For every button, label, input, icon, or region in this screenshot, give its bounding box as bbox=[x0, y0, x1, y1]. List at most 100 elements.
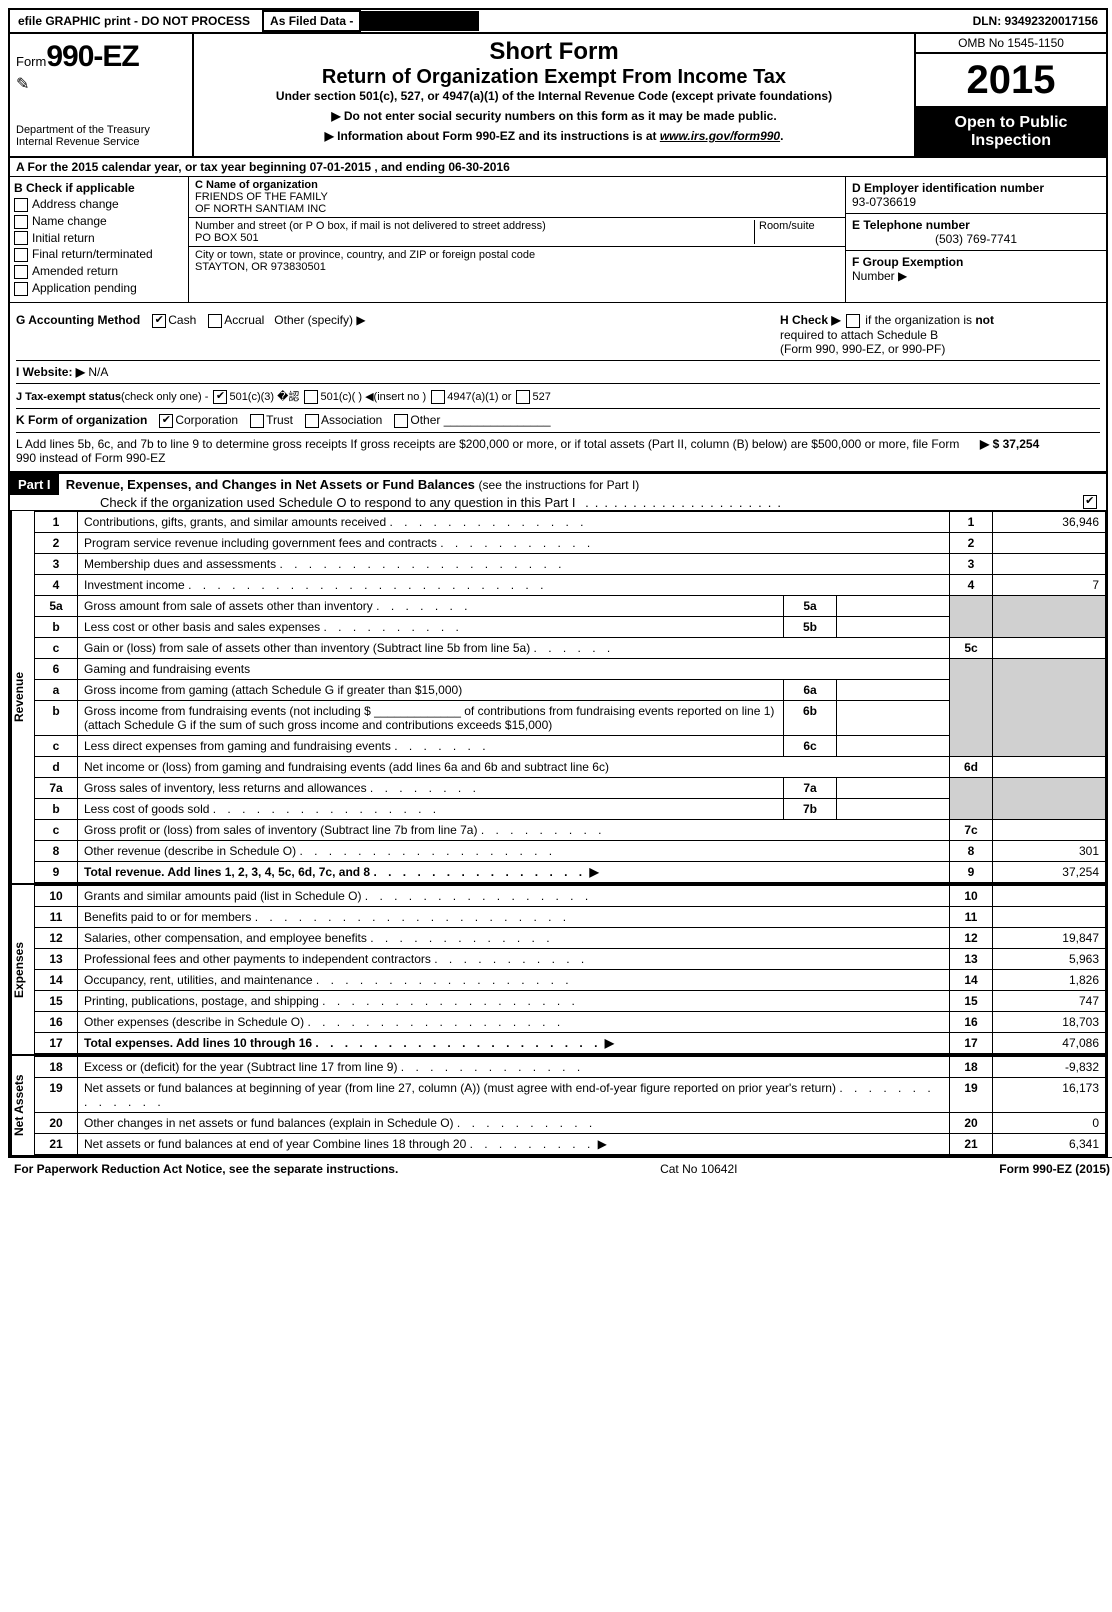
line-20-desc: Other changes in net assets or fund bala… bbox=[84, 1116, 454, 1130]
header-right: OMB No 1545-1150 2015 Open to Public Ins… bbox=[914, 34, 1106, 156]
footer-left: For Paperwork Reduction Act Notice, see … bbox=[14, 1162, 398, 1176]
chk-trust[interactable] bbox=[250, 414, 264, 428]
h-section: H Check ▶ if the organization is not req… bbox=[780, 313, 1100, 356]
room-suite: Room/suite bbox=[754, 220, 839, 244]
line-15-desc: Printing, publications, postage, and shi… bbox=[84, 994, 319, 1008]
g-accrual: Accrual bbox=[224, 313, 264, 327]
chk-final-return[interactable] bbox=[14, 248, 28, 262]
footer: For Paperwork Reduction Act Notice, see … bbox=[8, 1157, 1112, 1180]
line-15-amt: 747 bbox=[993, 990, 1106, 1011]
part-i-sub: (see the instructions for Part I) bbox=[479, 478, 640, 492]
line-8-num: 8 bbox=[35, 840, 78, 861]
line-5b-sub: 5b bbox=[784, 616, 837, 637]
line-7b-num: b bbox=[35, 798, 78, 819]
line-7b-sub: 7b bbox=[784, 798, 837, 819]
top-bar: efile GRAPHIC print - DO NOT PROCESS As … bbox=[10, 10, 1106, 34]
po-box: PO BOX 501 bbox=[195, 232, 259, 244]
opt-final-return: Final return/terminated bbox=[32, 247, 153, 261]
line-14-num: 14 bbox=[35, 969, 78, 990]
line-5a-sub: 5a bbox=[784, 595, 837, 616]
line-17-desc: Total expenses. Add lines 10 through 16 bbox=[84, 1036, 312, 1050]
chk-name-change[interactable] bbox=[14, 215, 28, 229]
line-15-rn: 15 bbox=[950, 990, 993, 1011]
line-1-amt: 36,946 bbox=[993, 511, 1106, 532]
irs-link[interactable]: www.irs.gov/form990 bbox=[660, 129, 780, 143]
line-6-desc: Gaming and fundraising events bbox=[78, 658, 950, 679]
f-label: F Group Exemption bbox=[852, 255, 963, 269]
line-6b-desc: Gross income from fundraising events (no… bbox=[84, 704, 774, 732]
chk-initial-return[interactable] bbox=[14, 231, 28, 245]
opt-name-change: Name change bbox=[32, 214, 107, 228]
j-4947: 4947(a)(1) or bbox=[447, 391, 511, 403]
chk-assoc[interactable] bbox=[305, 414, 319, 428]
website-val: N/A bbox=[88, 365, 108, 379]
open-public-2: Inspection bbox=[918, 132, 1104, 150]
line-21-arrow: ▶ bbox=[598, 1137, 607, 1151]
g-other: Other (specify) ▶ bbox=[274, 313, 365, 327]
l-value: ▶ $ 37,254 bbox=[980, 437, 1100, 465]
chk-address-change[interactable] bbox=[14, 198, 28, 212]
org-name-1: FRIENDS OF THE FAMILY bbox=[195, 191, 328, 203]
line-11-rn: 11 bbox=[950, 906, 993, 927]
h-label: H Check ▶ bbox=[780, 313, 841, 327]
chk-501c3[interactable]: ✔ bbox=[213, 390, 227, 404]
chk-app-pending[interactable] bbox=[14, 282, 28, 296]
line-2-amt bbox=[993, 532, 1106, 553]
h-text4: (Form 990, 990-EZ, or 990-PF) bbox=[780, 342, 945, 356]
line-19-desc: Net assets or fund balances at beginning… bbox=[84, 1081, 836, 1095]
line-9-rn: 9 bbox=[950, 861, 993, 882]
part-i-title: Revenue, Expenses, and Changes in Net As… bbox=[66, 477, 475, 492]
as-filed-label: As Filed Data - bbox=[262, 10, 361, 32]
line-7a-num: 7a bbox=[35, 777, 78, 798]
part-i-label: Part I bbox=[10, 474, 59, 495]
line-16-rn: 16 bbox=[950, 1011, 993, 1032]
line-14-amt: 1,826 bbox=[993, 969, 1106, 990]
line-12-num: 12 bbox=[35, 927, 78, 948]
line-20-num: 20 bbox=[35, 1112, 78, 1133]
line-10-num: 10 bbox=[35, 885, 78, 906]
line-7c-amt bbox=[993, 819, 1106, 840]
chk-schedo[interactable]: ✔ bbox=[1083, 495, 1097, 509]
line-6a-desc: Gross income from gaming (attach Schedul… bbox=[84, 683, 462, 697]
line-13-amt: 5,963 bbox=[993, 948, 1106, 969]
line-2-num: 2 bbox=[35, 532, 78, 553]
line-19-rn: 19 bbox=[950, 1077, 993, 1112]
line-6a-num: a bbox=[35, 679, 78, 700]
chk-other-org[interactable] bbox=[394, 414, 408, 428]
opt-app-pending: Application pending bbox=[32, 281, 137, 295]
chk-527[interactable] bbox=[516, 390, 530, 404]
line-5a-num: 5a bbox=[35, 595, 78, 616]
header-mid: Short Form Return of Organization Exempt… bbox=[194, 34, 914, 156]
line-19-num: 19 bbox=[35, 1077, 78, 1112]
line-21-num: 21 bbox=[35, 1133, 78, 1154]
chk-h[interactable] bbox=[846, 314, 860, 328]
line-7c-desc: Gross profit or (loss) from sales of inv… bbox=[84, 823, 477, 837]
chk-501c[interactable] bbox=[304, 390, 318, 404]
phone-value: (503) 769-7741 bbox=[852, 232, 1100, 246]
line-13-rn: 13 bbox=[950, 948, 993, 969]
f-label2: Number ▶ bbox=[852, 269, 907, 283]
k-assoc: Association bbox=[321, 413, 382, 427]
line-20-rn: 20 bbox=[950, 1112, 993, 1133]
line-17-arrow: ▶ bbox=[605, 1036, 614, 1050]
l-text: L Add lines 5b, 6c, and 7b to line 9 to … bbox=[16, 437, 980, 465]
line-3-amt bbox=[993, 553, 1106, 574]
line-1-num: 1 bbox=[35, 511, 78, 532]
chk-4947[interactable] bbox=[431, 390, 445, 404]
schedo-text: Check if the organization used Schedule … bbox=[100, 495, 576, 510]
dln-number: DLN: 93492320017156 bbox=[965, 10, 1106, 32]
org-name-2: OF NORTH SANTIAM INC bbox=[195, 203, 326, 215]
netassets-table: 18Excess or (deficit) for the year (Subt… bbox=[34, 1056, 1106, 1155]
line-17-rn: 17 bbox=[950, 1032, 993, 1053]
line-4-num: 4 bbox=[35, 574, 78, 595]
chk-corp[interactable]: ✔ bbox=[159, 414, 173, 428]
form-container: efile GRAPHIC print - DO NOT PROCESS As … bbox=[8, 8, 1108, 1157]
arrow-line-1: ▶ Do not enter social security numbers o… bbox=[198, 109, 910, 123]
chk-cash[interactable]: ✔ bbox=[152, 314, 166, 328]
chk-amended[interactable] bbox=[14, 265, 28, 279]
line-21-desc: Net assets or fund balances at end of ye… bbox=[84, 1137, 466, 1151]
i-label: I Website: ▶ bbox=[16, 365, 85, 379]
line-9-arrow: ▶ bbox=[589, 865, 598, 879]
chk-accrual[interactable] bbox=[208, 314, 222, 328]
k-corp: Corporation bbox=[175, 413, 238, 427]
